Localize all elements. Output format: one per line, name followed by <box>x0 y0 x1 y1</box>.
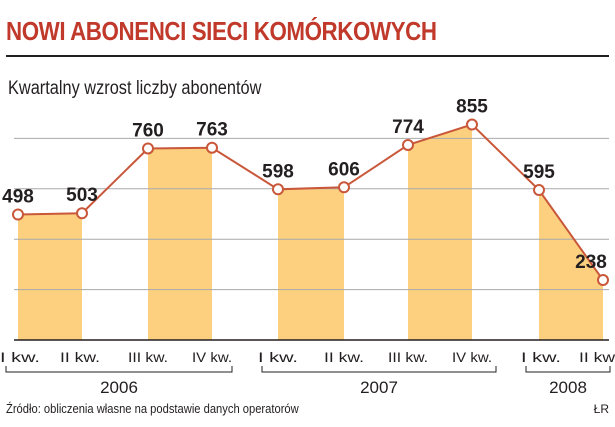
series-line <box>17 123 604 281</box>
area-band-4 <box>408 124 472 340</box>
area-band-5 <box>539 190 603 340</box>
data-label: 238 <box>575 252 607 273</box>
data-label: 595 <box>523 162 555 183</box>
x-tick-label: II kw. <box>60 349 100 365</box>
data-point <box>338 181 350 194</box>
data-label: 774 <box>392 117 424 138</box>
x-tick-label: I kw. <box>0 349 40 365</box>
x-tick-label: III kw. <box>388 349 428 365</box>
data-point <box>402 138 414 151</box>
author-signature: ŁR <box>593 402 609 416</box>
x-tick-label: II kw. <box>324 349 364 365</box>
chart-subtitle: Kwartalny wzrost liczby abonentów <box>8 78 262 99</box>
year-bracket <box>261 366 497 373</box>
year-label: 2006 <box>100 378 138 397</box>
data-point <box>466 118 478 131</box>
data-point <box>206 141 218 154</box>
year-bracket <box>5 366 233 373</box>
data-point <box>597 274 609 287</box>
data-point <box>272 183 284 196</box>
data-label: 855 <box>456 97 488 118</box>
title-rule <box>6 55 609 57</box>
data-label: 760 <box>132 120 164 141</box>
year-label: 2007 <box>360 378 398 397</box>
x-tick-label: IV kw. <box>192 349 232 365</box>
area-band-1 <box>18 213 82 340</box>
data-point <box>12 208 24 221</box>
area-band-2 <box>148 147 212 340</box>
data-label: 763 <box>196 120 228 141</box>
year-label: 2008 <box>549 378 587 397</box>
data-label: 598 <box>262 161 294 182</box>
data-label: 606 <box>328 159 360 180</box>
data-point <box>142 142 154 155</box>
data-point <box>533 184 545 197</box>
x-tick-label: I kw. <box>521 349 561 365</box>
area-band-3 <box>278 187 344 340</box>
x-tick-label: IV kw. <box>452 349 492 365</box>
chart-title: NOWI ABONENCI SIECI KOMÓRKOWYCH <box>6 16 437 46</box>
x-tick-label: III kw. <box>128 349 168 365</box>
source-note: Źródło: obliczenia własne na podstawie d… <box>6 401 299 416</box>
data-label: 498 <box>2 187 34 208</box>
x-tick-label: II kw. <box>579 349 615 365</box>
data-label: 503 <box>66 185 98 206</box>
data-point <box>76 207 88 220</box>
year-bracket <box>525 366 611 373</box>
x-tick-label: I kw. <box>258 349 298 365</box>
